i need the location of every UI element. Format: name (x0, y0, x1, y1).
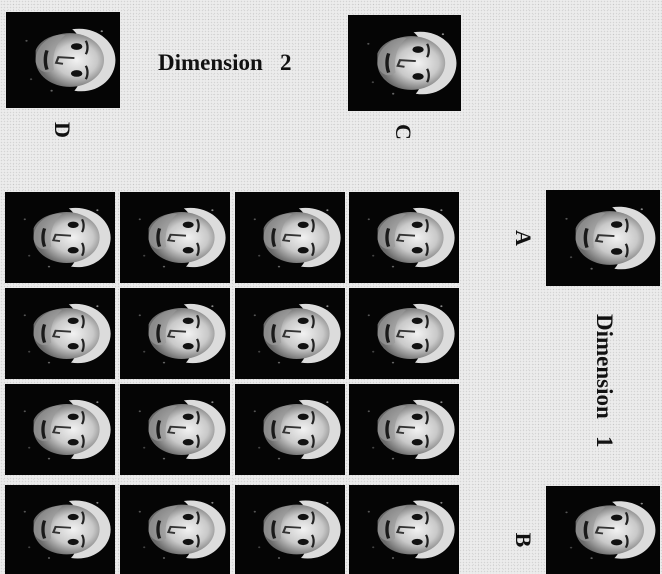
grid-face-image (120, 288, 230, 379)
face-photo-icon (349, 288, 459, 379)
grid-face-image (235, 384, 345, 475)
grid-face-image (235, 288, 345, 379)
face-photo-icon (120, 485, 230, 574)
face-photo-icon (5, 384, 115, 475)
face-d-image (6, 12, 120, 108)
grid-face-image (349, 485, 459, 574)
face-photo-icon (120, 288, 230, 379)
face-photo-icon (120, 384, 230, 475)
grid-face-image (120, 192, 230, 283)
face-b-image (546, 486, 660, 574)
grid-face-image (349, 384, 459, 475)
face-photo-icon (120, 192, 230, 283)
face-photo-icon (5, 192, 115, 283)
face-photo-icon (349, 485, 459, 574)
face-photo-icon (5, 288, 115, 379)
grid-face-image (349, 288, 459, 379)
dimension-2-label: Dimension 2 (158, 50, 292, 75)
grid-face-image (120, 384, 230, 475)
face-photo-icon (235, 384, 345, 475)
grid-face-image (5, 192, 115, 283)
face-c-image (348, 15, 461, 111)
face-photo-icon (235, 192, 345, 283)
grid-face-image (5, 485, 115, 574)
face-photo-icon (5, 485, 115, 574)
grid-face-image (5, 288, 115, 379)
grid-face-image (235, 485, 345, 574)
grid-face-image (235, 192, 345, 283)
face-photo-icon (349, 384, 459, 475)
grid-face-image (349, 192, 459, 283)
face-photo-icon (349, 192, 459, 283)
grid-face-image (120, 485, 230, 574)
grid-face-image (5, 384, 115, 475)
face-photo-icon (235, 485, 345, 574)
face-photo-icon (235, 288, 345, 379)
face-a-image (546, 190, 660, 286)
